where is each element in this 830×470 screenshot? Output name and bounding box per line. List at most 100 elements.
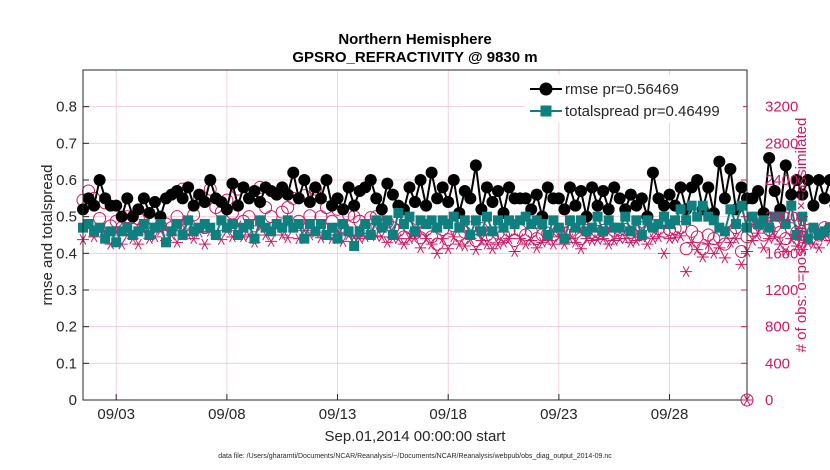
totalspread-point bbox=[210, 230, 221, 240]
y-tick-label-right: 3200 bbox=[765, 99, 798, 116]
obs-assimilated-point bbox=[436, 233, 449, 245]
obs-assimilated-point bbox=[525, 235, 538, 246]
rmse-point bbox=[409, 196, 421, 208]
totalspread-point bbox=[791, 230, 802, 240]
totalspread-point bbox=[216, 215, 227, 226]
rmse-point bbox=[309, 181, 322, 194]
totalspread-point bbox=[459, 215, 470, 226]
obs-assimilated-point bbox=[442, 243, 455, 255]
x-tick-label: 09/28 bbox=[651, 406, 689, 423]
totalspread-point bbox=[221, 222, 232, 233]
totalspread-point bbox=[376, 222, 387, 233]
totalspread-point bbox=[570, 222, 581, 233]
obs-assimilated-point bbox=[652, 231, 665, 243]
rmse-point bbox=[331, 192, 344, 205]
y-tick-label-left: 0 bbox=[69, 392, 77, 409]
rmse-point bbox=[420, 199, 433, 212]
obs-assimilated-point bbox=[702, 238, 715, 250]
obs-assimilated-point bbox=[447, 231, 460, 243]
y-tick-label-right: 2800 bbox=[765, 135, 798, 152]
totalspread-point bbox=[719, 226, 730, 237]
totalspread-point bbox=[127, 230, 138, 240]
totalspread-point bbox=[271, 219, 282, 229]
rmse-point bbox=[718, 192, 731, 205]
rmse-point bbox=[818, 192, 830, 205]
totalspread-point bbox=[537, 219, 548, 229]
rmse-point bbox=[469, 159, 482, 172]
totalspread-point bbox=[194, 222, 205, 233]
obs-assimilated-point bbox=[707, 247, 720, 259]
obs-assimilated-point bbox=[746, 235, 759, 246]
obs-assimilated-point bbox=[641, 238, 654, 250]
rmse-point bbox=[807, 199, 820, 212]
totalspread-point bbox=[697, 200, 708, 211]
rmse-point bbox=[597, 185, 610, 197]
totalspread-point bbox=[825, 222, 830, 233]
obs-assimilated-point bbox=[281, 232, 294, 244]
totalspread-point bbox=[664, 219, 675, 229]
totalspread-point bbox=[487, 226, 498, 237]
rmse-point bbox=[364, 174, 377, 186]
totalspread-point bbox=[393, 208, 404, 218]
rmse-point bbox=[702, 181, 715, 194]
y-tick-label-right: 2400 bbox=[765, 172, 798, 189]
rmse-point bbox=[563, 181, 576, 194]
legend-label-rmse: rmse pr=0.56469 bbox=[565, 81, 679, 98]
obs-possible-point bbox=[718, 237, 732, 251]
totalspread-point bbox=[415, 215, 426, 226]
rmse-point bbox=[292, 192, 305, 205]
totalspread-point bbox=[382, 215, 393, 226]
rmse-point bbox=[752, 185, 765, 197]
totalspread-point bbox=[780, 219, 791, 229]
rmse-point bbox=[110, 199, 123, 212]
totalspread-point bbox=[310, 226, 321, 237]
rmse-point bbox=[375, 203, 388, 216]
y-tick-label-left: 0.8 bbox=[56, 99, 77, 116]
totalspread-point bbox=[797, 211, 808, 222]
chart-title: Northern Hemisphere bbox=[338, 31, 491, 48]
y-tick-label-right: 400 bbox=[765, 355, 790, 372]
rmse-point bbox=[663, 188, 676, 201]
rmse-point bbox=[586, 181, 599, 194]
totalspread-point bbox=[758, 215, 769, 226]
y-tick-label-left: 0.5 bbox=[56, 209, 77, 226]
totalspread-point bbox=[802, 233, 813, 244]
totalspread-point bbox=[598, 226, 609, 237]
rmse-point bbox=[558, 203, 571, 216]
y-tick-label-right: 800 bbox=[765, 319, 790, 336]
obs-assimilated-point bbox=[469, 244, 482, 256]
totalspread-point bbox=[670, 215, 681, 226]
rmse-point bbox=[436, 181, 449, 194]
totalspread-point bbox=[332, 233, 343, 244]
totalspread-point bbox=[725, 204, 736, 215]
rmse-point bbox=[779, 159, 792, 172]
totalspread-point bbox=[155, 219, 166, 229]
rmse-point bbox=[403, 181, 416, 194]
obs-assimilated-point bbox=[420, 233, 433, 245]
totalspread-point bbox=[675, 204, 686, 215]
rmse-point bbox=[724, 163, 737, 175]
rmse-point bbox=[88, 199, 101, 212]
obs-assimilated-point bbox=[752, 227, 765, 239]
rmse-point bbox=[342, 181, 355, 194]
totalspread-point bbox=[747, 211, 758, 222]
rmse-point bbox=[691, 174, 704, 186]
rmse-point bbox=[121, 192, 134, 205]
totalspread-point bbox=[365, 230, 376, 240]
totalspread-point bbox=[255, 215, 266, 226]
obs-assimilated-point bbox=[729, 233, 742, 245]
totalspread-point bbox=[432, 222, 443, 233]
legend-marker-spread bbox=[540, 105, 552, 117]
rmse-point bbox=[646, 166, 659, 179]
rmse-point bbox=[608, 181, 621, 194]
obs-assimilated-point bbox=[397, 238, 410, 250]
rmse-point bbox=[115, 210, 128, 223]
totalspread-point bbox=[443, 219, 454, 229]
totalspread-point bbox=[764, 222, 775, 233]
totalspread-point bbox=[304, 219, 315, 229]
totalspread-point bbox=[404, 211, 415, 222]
rmse-point bbox=[237, 181, 250, 194]
totalspread-point bbox=[636, 230, 647, 240]
series-totalspread bbox=[78, 200, 830, 251]
